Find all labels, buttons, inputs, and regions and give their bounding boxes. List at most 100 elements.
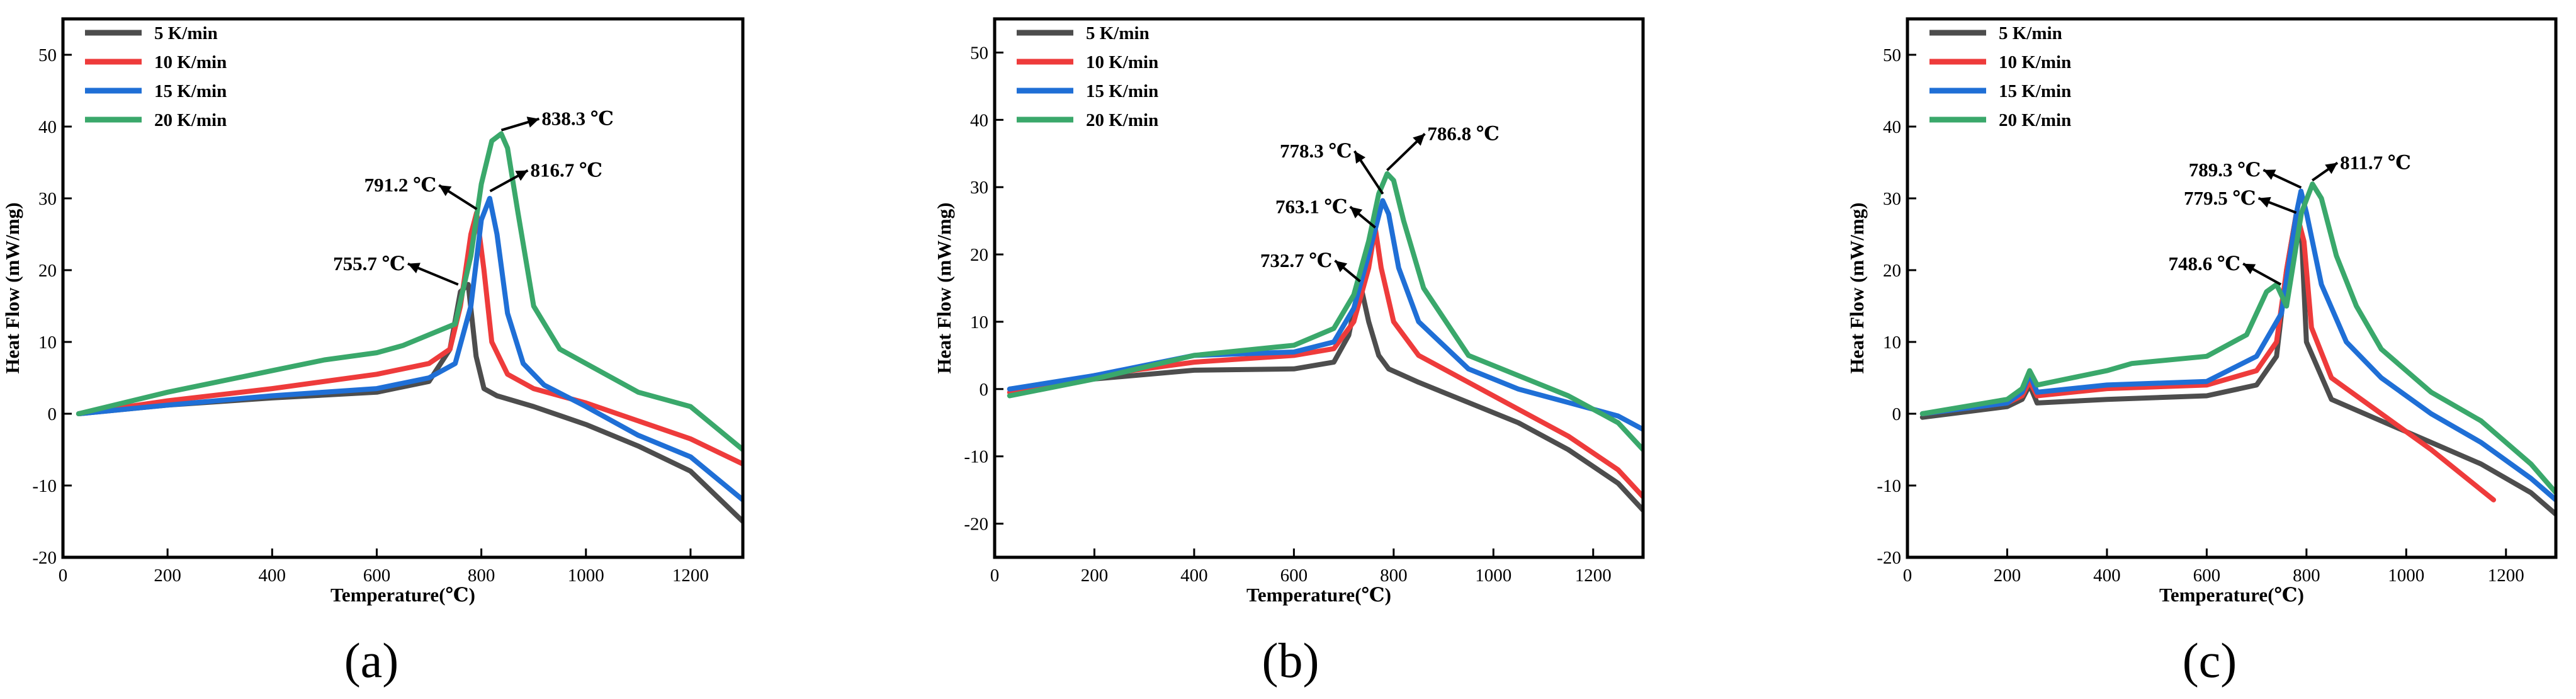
annotation-arrowhead xyxy=(515,170,528,181)
panel-label: (a) xyxy=(344,633,399,688)
y-tick-label: 20 xyxy=(970,245,988,265)
plot-frame xyxy=(61,17,745,559)
x-tick-label: 600 xyxy=(1280,565,1308,586)
y-axis-title: Heat Flow (mW/mg) xyxy=(1846,202,1868,373)
panel-label: (c) xyxy=(2183,633,2237,688)
panel-c: 0 200 400 600 800 1000 1200 -20 -10 0 10 20 30 40 50 Te… xyxy=(1846,17,2558,688)
series-line-5-k-min xyxy=(76,281,743,524)
annotation-label: 811.7 ℃ xyxy=(2340,152,2411,174)
annotation-label: 838.3 ℃ xyxy=(541,108,614,130)
x-tick-label: 200 xyxy=(1994,565,2021,586)
series-line-20-k-min xyxy=(1919,181,2556,496)
x-tick-label: 400 xyxy=(2093,565,2121,586)
x-tick-label: 0 xyxy=(1903,565,1912,586)
annotation-label: 791.2 ℃ xyxy=(364,174,437,196)
y-tick-label: 50 xyxy=(970,43,988,63)
x-tick-label: 200 xyxy=(154,565,181,586)
series-line-20-k-min xyxy=(1007,171,1643,452)
annotation-arrowhead xyxy=(1335,260,1348,273)
series-line-5-k-min xyxy=(1007,278,1643,513)
y-tick-label: 50 xyxy=(1883,45,1901,65)
annotation-arrowhead xyxy=(407,263,421,273)
annotation-arrowhead xyxy=(2263,169,2276,180)
y-tick-label: 30 xyxy=(38,189,57,209)
x-axis-title: Temperature(℃) xyxy=(2159,584,2304,606)
y-tick-label: 20 xyxy=(1883,261,1901,281)
legend-label: 15 K/min xyxy=(1086,81,1158,101)
x-tick-label: 400 xyxy=(1180,565,1208,586)
y-tick-label: 10 xyxy=(970,312,988,332)
y-tick-label: -20 xyxy=(1877,548,1901,568)
legend-label: 15 K/min xyxy=(1999,81,2071,101)
x-tick-label: 800 xyxy=(1380,565,1408,586)
legend-label: 15 K/min xyxy=(154,81,227,101)
annotation-label: 763.1 ℃ xyxy=(1275,195,1348,217)
y-tick-label: 30 xyxy=(1883,189,1901,209)
annotation-label: 778.3 ℃ xyxy=(1280,140,1352,162)
legend-label: 10 K/min xyxy=(1999,52,2071,72)
y-tick-label: 0 xyxy=(48,404,57,424)
x-tick-label: 200 xyxy=(1081,565,1109,586)
annotation-label: 789.3 ℃ xyxy=(2189,159,2261,181)
annotation-arrowhead xyxy=(2243,263,2256,275)
series-line-15-k-min xyxy=(1007,198,1643,432)
plot-frame xyxy=(993,17,1645,559)
x-tick-label: 600 xyxy=(2193,565,2221,586)
annotation-label: 732.7 ℃ xyxy=(1260,249,1333,271)
y-tick-label: 0 xyxy=(1892,404,1902,424)
legend-label: 20 K/min xyxy=(1086,110,1158,130)
x-tick-label: 1200 xyxy=(2488,565,2524,586)
y-tick-label: 10 xyxy=(38,332,57,353)
annotation-label: 748.6 ℃ xyxy=(2168,253,2240,275)
legend-label: 5 K/min xyxy=(1999,23,2062,43)
legend-label: 20 K/min xyxy=(1999,110,2071,130)
x-tick-label: 1200 xyxy=(1575,565,1612,586)
series-line-15-k-min xyxy=(76,196,743,503)
x-tick-label: 1000 xyxy=(568,565,604,586)
y-tick-label: 20 xyxy=(38,261,57,281)
series-line-20-k-min xyxy=(76,131,743,452)
x-tick-label: 1000 xyxy=(1475,565,1511,586)
legend-label: 20 K/min xyxy=(154,110,227,130)
y-tick-label: 40 xyxy=(38,117,57,137)
y-axis-title: Heat Flow (mW/mg) xyxy=(1,202,23,373)
y-tick-label: 0 xyxy=(980,380,989,400)
annotation-label: 816.7 ℃ xyxy=(530,159,602,181)
y-tick-label: -20 xyxy=(32,548,57,568)
panel-label: (b) xyxy=(1262,633,1319,688)
y-tick-label: 40 xyxy=(1883,117,1901,137)
annotation-label: 779.5 ℃ xyxy=(2184,187,2256,209)
x-tick-label: 600 xyxy=(363,565,391,586)
y-tick-label: -10 xyxy=(964,447,988,467)
x-tick-label: 1200 xyxy=(672,565,709,586)
annotation-label: 786.8 ℃ xyxy=(1427,122,1500,144)
y-tick-label: 10 xyxy=(1883,332,1901,353)
y-tick-label: -20 xyxy=(964,514,988,535)
legend-label: 10 K/min xyxy=(154,52,227,72)
annotation-arrowhead xyxy=(2258,196,2271,208)
annotation-arrowhead xyxy=(1354,151,1366,164)
annotation-label: 755.7 ℃ xyxy=(333,253,405,275)
annotation-arrowhead xyxy=(1350,207,1363,219)
plot-frame xyxy=(1906,17,2558,559)
series-line-10-k-min xyxy=(1007,225,1643,499)
x-axis-title: Temperature(℃) xyxy=(330,584,475,606)
annotation-arrowhead xyxy=(2325,162,2338,174)
x-tick-label: 0 xyxy=(990,565,1000,586)
annotation-arrowhead xyxy=(439,185,452,196)
panel-b: 0 200 400 600 800 1000 1200 -20 -10 0 10 20 30 40 50 Te… xyxy=(933,17,1645,688)
legend-label: 5 K/min xyxy=(1086,23,1150,43)
annotation-arrowhead xyxy=(1413,134,1425,146)
x-tick-label: 800 xyxy=(2293,565,2320,586)
x-tick-label: 1000 xyxy=(2388,565,2424,586)
y-tick-label: 40 xyxy=(970,110,988,130)
y-axis-title: Heat Flow (mW/mg) xyxy=(933,202,955,373)
panel-a: 0 200 400 600 800 1000 1200 -20 -10 0 10 20 30 40 50 Te… xyxy=(1,17,745,688)
x-axis-title: Temperature(℃) xyxy=(1246,584,1391,606)
x-tick-label: 800 xyxy=(468,565,495,586)
series-line-10-k-min xyxy=(76,210,743,467)
y-tick-label: 50 xyxy=(38,45,57,65)
y-tick-label: -10 xyxy=(32,476,57,496)
y-tick-label: -10 xyxy=(1877,476,1901,496)
